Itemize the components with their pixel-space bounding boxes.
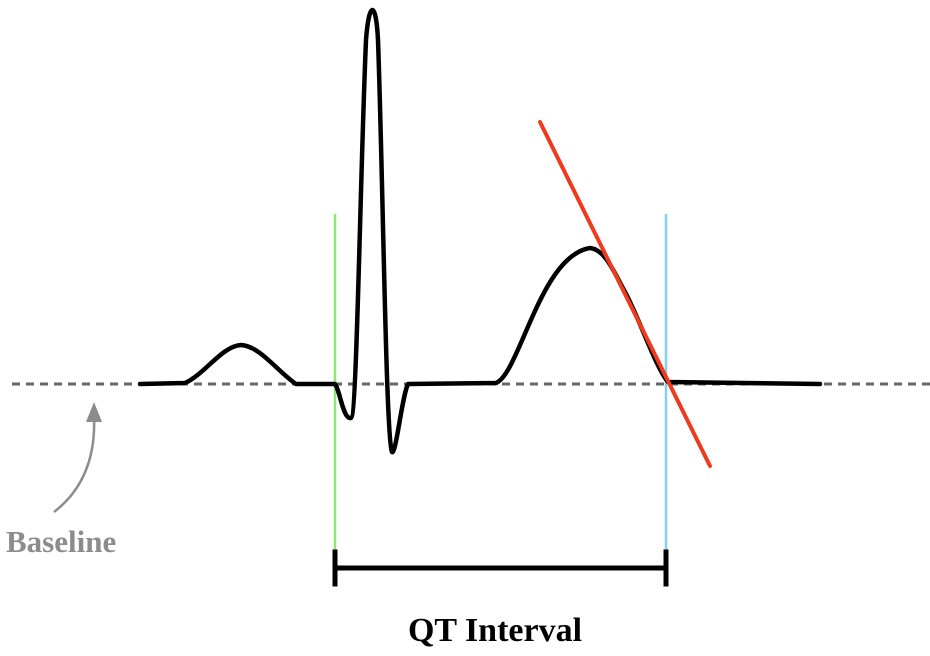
- qt-interval-label: QT Interval: [407, 612, 583, 649]
- ecg-waveform: [137, 7, 823, 455]
- t-wave-tangent-line: [538, 120, 712, 468]
- arrow-head-icon: [86, 402, 102, 422]
- baseline-label: Baseline: [6, 524, 117, 559]
- qt-interval-bracket: [332, 549, 669, 587]
- baseline-pointer-arrow: [53, 415, 96, 513]
